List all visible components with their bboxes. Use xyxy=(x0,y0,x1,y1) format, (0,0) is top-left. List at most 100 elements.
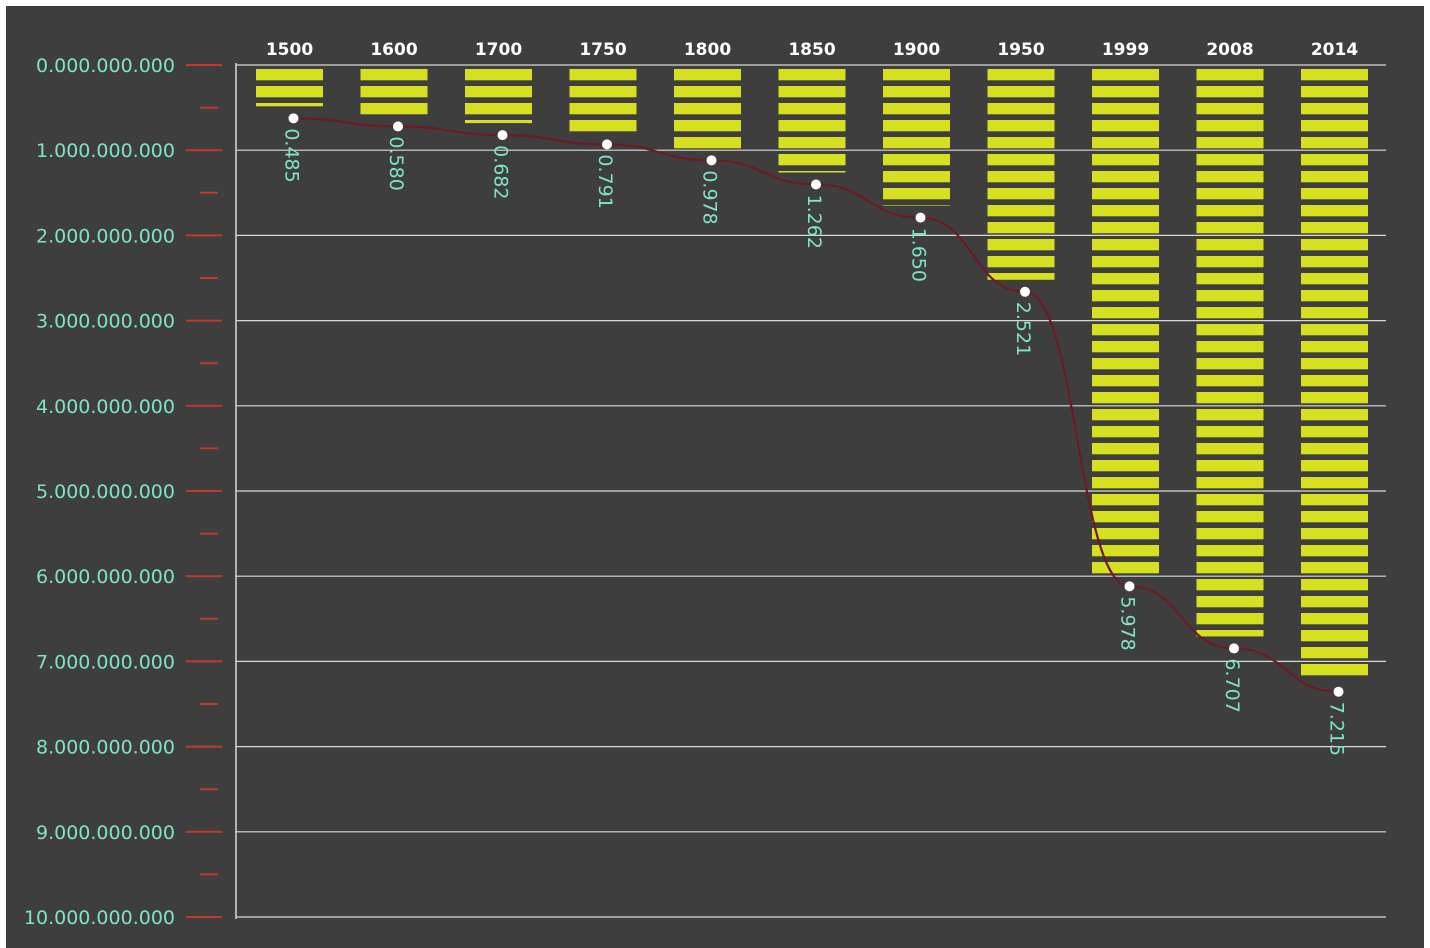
value-label: 0.682 xyxy=(490,145,512,199)
bar-segment xyxy=(1092,307,1159,319)
bar-segment xyxy=(987,120,1055,132)
bar-segment xyxy=(1092,69,1159,81)
y-tick-label: 1.000.000.000 xyxy=(36,140,175,162)
bar-segment xyxy=(1301,647,1368,659)
bar-segment xyxy=(256,103,323,107)
value-label: 0.978 xyxy=(699,170,721,224)
data-point-marker xyxy=(393,121,403,132)
bar-segment xyxy=(987,188,1055,200)
value-label: 0.580 xyxy=(385,136,407,190)
bar-segment xyxy=(1196,562,1264,574)
bar-segment xyxy=(778,86,846,98)
bar-segment xyxy=(1301,324,1368,336)
data-point-marker xyxy=(706,155,717,166)
bar-segment xyxy=(1301,460,1368,472)
bar-segment xyxy=(360,86,428,98)
bar-segment xyxy=(883,120,950,132)
bar-segment xyxy=(1196,86,1264,98)
bar-segment xyxy=(674,137,741,149)
data-point-marker xyxy=(602,139,612,150)
bar-segment xyxy=(1301,239,1368,251)
bar-segment xyxy=(674,103,741,115)
bar-segment xyxy=(883,188,950,200)
bar-segment xyxy=(1092,426,1159,438)
bar xyxy=(674,69,741,149)
bar-segment xyxy=(1301,137,1368,149)
bars xyxy=(256,69,1368,676)
bar-segment xyxy=(1301,256,1368,268)
data-point-marker xyxy=(497,130,508,141)
x-tick-label: 2008 xyxy=(1206,40,1253,60)
bar-segment xyxy=(256,86,323,98)
bar-segment xyxy=(1196,154,1264,166)
bar-segment xyxy=(1092,120,1159,132)
bar-segment xyxy=(1092,171,1159,183)
bar xyxy=(465,69,532,124)
x-tick-label: 1900 xyxy=(893,40,940,60)
bar-segment xyxy=(778,154,846,166)
bar-segment xyxy=(1092,154,1159,166)
bar-segment xyxy=(1092,256,1159,268)
bar-segment xyxy=(1092,511,1159,523)
bar-segment xyxy=(1092,545,1159,557)
bar-segment xyxy=(1196,69,1264,81)
bar-segment xyxy=(1196,375,1264,387)
bar-segment xyxy=(1196,341,1264,353)
bar-segment xyxy=(1196,205,1264,217)
bar-segment xyxy=(1196,120,1264,132)
value-label: 2.521 xyxy=(1012,302,1034,356)
bar-segment xyxy=(1301,494,1368,506)
bar-segment xyxy=(569,69,637,81)
bar-segment xyxy=(1092,103,1159,115)
x-tick-label: 1850 xyxy=(788,40,835,60)
bar-segment xyxy=(1301,154,1368,166)
bar-segment xyxy=(1196,545,1264,557)
bar-segment xyxy=(1301,545,1368,557)
data-point-marker xyxy=(1229,643,1239,654)
data-point-marker xyxy=(288,113,299,124)
bar-segment xyxy=(1092,358,1159,370)
bar-segment xyxy=(1092,528,1159,540)
axes xyxy=(186,63,237,919)
bar-segment xyxy=(1196,596,1264,608)
bar-segment xyxy=(1196,290,1264,302)
bar xyxy=(1196,69,1264,637)
bar-segment xyxy=(987,154,1055,166)
x-tick-label: 1950 xyxy=(997,40,1044,60)
y-tick-label: 8.000.000.000 xyxy=(36,737,175,759)
bar-segment xyxy=(883,69,950,81)
y-tick-label: 4.000.000.000 xyxy=(36,396,175,418)
x-tick-label: 1500 xyxy=(266,40,313,60)
bar-segment xyxy=(1196,137,1264,149)
x-tick-label: 1750 xyxy=(579,40,626,60)
bar-segment xyxy=(1301,103,1368,115)
bar-segment xyxy=(987,273,1055,280)
bar-segment xyxy=(1301,613,1368,625)
bar-segment xyxy=(1092,137,1159,149)
grid-lines xyxy=(236,64,1386,918)
bar-segment xyxy=(1301,477,1368,489)
bar-segment xyxy=(1092,562,1159,574)
data-point-marker xyxy=(1124,581,1135,592)
bar-segment xyxy=(1196,409,1264,421)
data-point-marker xyxy=(811,179,821,190)
bar-segment xyxy=(1196,188,1264,200)
bar-segment xyxy=(1196,222,1264,234)
bar-segment xyxy=(1092,290,1159,302)
bar-segment xyxy=(1196,460,1264,472)
y-tick-label: 0.000.000.000 xyxy=(36,55,175,77)
bar-segment xyxy=(1301,375,1368,387)
bar-segment xyxy=(883,154,950,166)
bar-segment xyxy=(1196,239,1264,251)
bar-segment xyxy=(256,69,323,81)
bar-segment xyxy=(1092,86,1159,98)
y-tick-label: 9.000.000.000 xyxy=(36,822,175,844)
bar-segment xyxy=(1196,528,1264,540)
bar-segment xyxy=(1301,358,1368,370)
bar-segment xyxy=(1301,426,1368,438)
bar-segment xyxy=(1301,86,1368,98)
bar-segment xyxy=(883,86,950,98)
bar-segment xyxy=(987,69,1055,81)
bar-segment xyxy=(674,86,741,98)
bar-segment xyxy=(778,120,846,132)
